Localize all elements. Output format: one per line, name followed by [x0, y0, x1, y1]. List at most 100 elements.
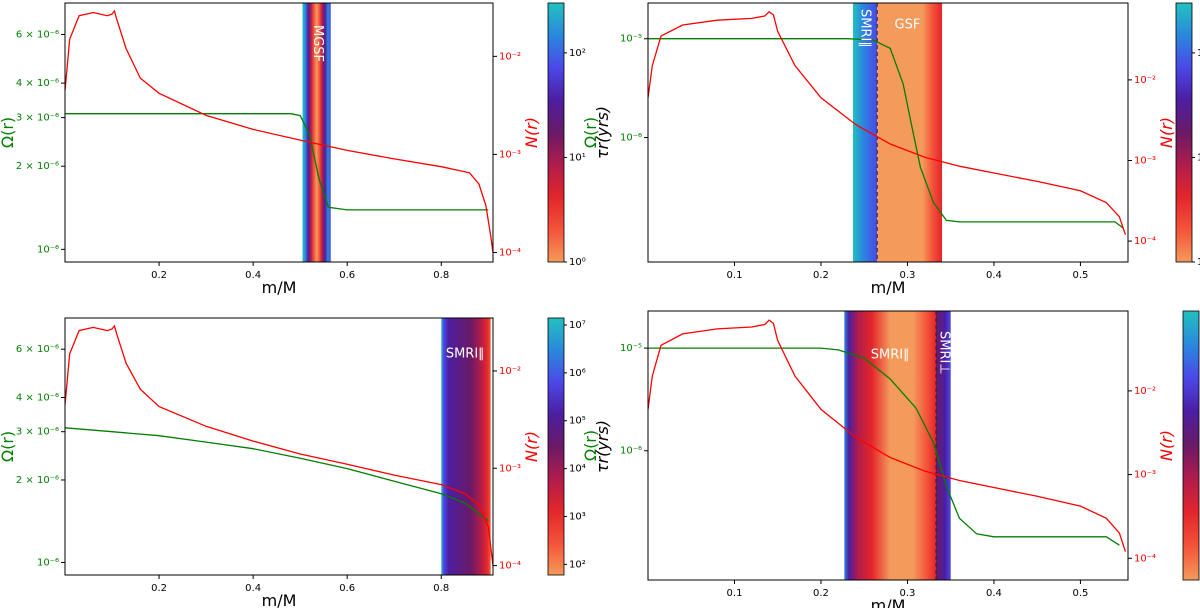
plot-frame [64, 2, 494, 263]
band-label: SMRI∥ [446, 347, 485, 362]
right-tick-label: 10⁻⁴ [499, 561, 521, 572]
colorbar-tick-label: 1 [1197, 48, 1200, 59]
left-tick-label: 4 × 10⁻⁶ [16, 392, 59, 403]
left-tick-label: 3 × 10⁻⁶ [16, 427, 59, 438]
left-axis-label: Ω(r) [581, 430, 600, 461]
x-tick-label: 0.1 [727, 270, 743, 281]
colorbar-tick-label: 10⁴ [569, 464, 586, 475]
chart-panel-2: SMRI∥ GSF 0.1 0.2 0.3 0.4 0.5 m/M 10⁻⁶ 10⁻⁵ Ω(r) 10… [581, 2, 1200, 297]
colorbar-tick-label: 10⁶ [569, 368, 586, 379]
colorbar-tick-label: 10¹ [569, 152, 586, 163]
plot-frame [64, 317, 494, 576]
left-axis-label: Ω(r) [581, 117, 600, 148]
chart-panel-3: SMRI∥ 0.2 0.4 0.6 0.8 m/M 10⁻⁶ 2 × 10⁻⁶ 3 × 10⁻⁶… [0, 317, 612, 608]
right-axis-label: N(r) [1157, 117, 1176, 148]
colorbar [547, 2, 565, 263]
omega-line [648, 347, 1120, 546]
x-axis-label: m/M [262, 278, 297, 297]
band-mgsf [302, 3, 331, 262]
x-tick-label: 0.1 [727, 588, 743, 599]
left-tick-label: 10⁻⁶ [620, 446, 642, 457]
band-smri-par [852, 3, 878, 262]
right-tick-label: 10⁻³ [499, 149, 521, 160]
x-tick-label: 0.4 [986, 270, 1002, 281]
right-axis-label: N(r) [1157, 430, 1176, 461]
x-tick-label: 0.4 [245, 583, 261, 594]
x-axis-label: m/M [871, 596, 906, 608]
colorbar [547, 317, 565, 576]
n-line [65, 9, 493, 253]
left-tick-label: 10⁻⁶ [620, 133, 642, 144]
colorbar-tick-label: 1 [1197, 152, 1200, 163]
right-tick-label: 10⁻³ [1134, 470, 1156, 481]
plot-frame [647, 2, 1129, 263]
x-tick-label: 0.8 [433, 583, 449, 594]
left-axis-label: Ω(r) [0, 117, 17, 148]
x-tick-label: 0.3 [900, 270, 916, 281]
left-tick-label: 10⁻⁶ [37, 557, 59, 568]
chart-panel-4: SMRI∥ SMRI⊥ 0.1 0.2 0.3 0.4 0.5 m/M 10⁻⁶ 10⁻⁵ Ω(r)… [581, 310, 1200, 608]
x-tick-label: 0.2 [813, 588, 829, 599]
left-tick-label: 3 × 10⁻⁶ [16, 113, 59, 124]
right-axis-label: N(r) [522, 431, 541, 462]
right-tick-label: 10⁻² [1134, 386, 1156, 397]
right-tick-label: 10⁻⁴ [1134, 553, 1156, 564]
x-tick-label: 0.5 [1072, 588, 1088, 599]
band-label: SMRI∥ [871, 348, 910, 363]
x-tick-label: 0.2 [813, 270, 829, 281]
right-tick-label: 10⁻² [499, 366, 521, 377]
left-tick-label: 10⁻⁵ [620, 343, 642, 354]
band-smri-perp [936, 311, 951, 580]
colorbar-tick-label: 10² [569, 559, 586, 570]
band-smri-par [441, 318, 491, 575]
left-tick-label: 6 × 10⁻⁶ [16, 344, 59, 355]
x-tick-label: 0.8 [433, 270, 449, 281]
n-line [65, 324, 493, 566]
left-tick-label: 2 × 10⁻⁶ [16, 475, 59, 486]
plot-frame [647, 310, 1129, 581]
omega-line [65, 113, 489, 211]
right-axis-label: N(r) [522, 117, 541, 148]
x-tick-label: 0.4 [986, 588, 1002, 599]
colorbar [1182, 310, 1200, 581]
right-tick-label: 10⁻³ [499, 463, 521, 474]
x-tick-label: 0.2 [151, 583, 167, 594]
x-tick-label: 0.4 [245, 270, 261, 281]
chart-panel-1: MGSF 0.2 0.4 0.6 0.8 m/M 10⁻⁶ 2 × 10⁻⁶ 3 × 10⁻⁶ 4… [0, 2, 612, 297]
colorbar-tick-label: 10² [569, 48, 586, 59]
right-tick-label: 10⁻² [499, 51, 521, 62]
band-label: GSF [895, 18, 921, 33]
band-label: SMRI⊥ [936, 331, 951, 375]
x-tick-label: 0.6 [339, 270, 355, 281]
band-gsf [877, 3, 943, 262]
x-axis-label: m/M [871, 278, 906, 297]
x-axis-label: m/M [262, 591, 297, 608]
right-tick-label: 10⁻² [1134, 75, 1156, 86]
left-tick-label: 10⁻⁶ [37, 244, 59, 255]
x-tick-label: 0.2 [151, 270, 167, 281]
n-line [648, 319, 1127, 552]
band-smri-par [844, 311, 936, 580]
left-tick-label: 2 × 10⁻⁶ [16, 161, 59, 172]
left-tick-label: 4 × 10⁻⁶ [16, 78, 59, 89]
colorbar-tick-label: 10⁵ [569, 416, 586, 427]
colorbar-tick-label: 10³ [569, 512, 586, 523]
x-tick-label: 0.6 [339, 583, 355, 594]
right-tick-label: 10⁻⁴ [1134, 236, 1156, 247]
left-tick-label: 10⁻⁵ [620, 34, 642, 45]
omega-line [65, 427, 489, 522]
x-tick-label: 0.5 [1072, 270, 1088, 281]
band-label: SMRI∥ [858, 9, 873, 48]
colorbar-label: τr(yrs) [593, 420, 612, 473]
n-line [648, 10, 1127, 235]
right-tick-label: 10⁻³ [1134, 155, 1156, 166]
left-axis-label: Ω(r) [0, 431, 17, 462]
right-tick-label: 10⁻⁴ [499, 247, 521, 258]
colorbar-tick-label: 1 [1197, 257, 1200, 268]
colorbar [1175, 2, 1193, 263]
x-tick-label: 0.3 [900, 588, 916, 599]
colorbar-tick-label: 10⁷ [569, 320, 586, 331]
band-label: MGSF [310, 25, 325, 62]
omega-line [648, 38, 1125, 230]
